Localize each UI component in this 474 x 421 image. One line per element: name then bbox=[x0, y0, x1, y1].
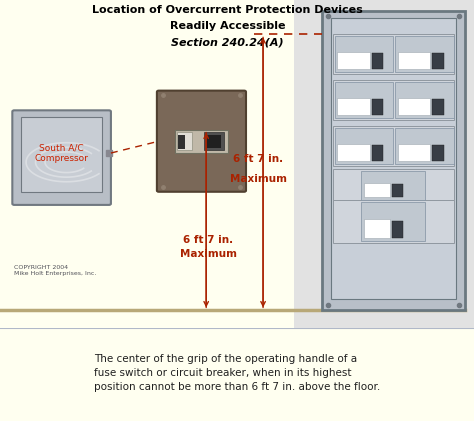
Text: South A/C
Compressor: South A/C Compressor bbox=[35, 143, 89, 163]
Bar bbox=[398, 51, 430, 69]
Bar bbox=[395, 83, 454, 118]
Text: Maximum: Maximum bbox=[230, 174, 287, 184]
Bar bbox=[395, 37, 454, 72]
Bar bbox=[335, 83, 393, 118]
Bar bbox=[337, 144, 370, 161]
Bar bbox=[432, 99, 444, 115]
Bar bbox=[322, 11, 465, 310]
Bar bbox=[337, 51, 370, 69]
Bar bbox=[294, 0, 474, 328]
Bar bbox=[335, 37, 393, 72]
Bar bbox=[372, 145, 383, 160]
Bar bbox=[395, 128, 454, 164]
Bar bbox=[177, 132, 192, 150]
Bar bbox=[432, 53, 444, 69]
Bar bbox=[178, 135, 185, 149]
Text: COPYRIGHT 2004
Mike Holt Enterprises, Inc.: COPYRIGHT 2004 Mike Holt Enterprises, In… bbox=[14, 265, 97, 276]
Bar bbox=[206, 135, 221, 148]
Text: Section 240.24(A): Section 240.24(A) bbox=[171, 38, 284, 48]
Bar bbox=[21, 117, 102, 192]
Bar bbox=[398, 144, 430, 161]
Bar bbox=[333, 35, 454, 74]
Bar bbox=[333, 169, 454, 202]
Bar bbox=[365, 183, 390, 197]
FancyBboxPatch shape bbox=[12, 110, 111, 205]
Bar bbox=[204, 132, 224, 150]
Bar bbox=[337, 98, 370, 115]
Bar bbox=[362, 171, 426, 200]
Text: 6 ft 7 in.: 6 ft 7 in. bbox=[233, 154, 283, 164]
FancyBboxPatch shape bbox=[157, 91, 246, 192]
Bar bbox=[331, 18, 456, 299]
Bar bbox=[333, 200, 454, 243]
Text: Location of Overcurrent Protection Devices: Location of Overcurrent Protection Devic… bbox=[92, 5, 363, 15]
Bar bbox=[333, 80, 454, 120]
Text: Maximum: Maximum bbox=[180, 249, 237, 259]
Bar bbox=[398, 98, 430, 115]
Text: The center of the grip of the operating handle of a
fuse switch or circuit break: The center of the grip of the operating … bbox=[94, 354, 380, 392]
Text: Readily Accessible: Readily Accessible bbox=[170, 21, 285, 31]
Bar bbox=[372, 99, 383, 115]
Bar bbox=[372, 53, 383, 69]
Bar bbox=[392, 221, 403, 238]
Bar bbox=[365, 219, 390, 238]
Bar bbox=[362, 202, 426, 241]
Bar bbox=[432, 145, 444, 160]
Bar bbox=[335, 128, 393, 164]
Bar bbox=[392, 184, 403, 197]
Bar bbox=[175, 130, 228, 153]
Text: 6 ft 7 in.: 6 ft 7 in. bbox=[183, 235, 234, 245]
Bar bbox=[333, 126, 454, 166]
